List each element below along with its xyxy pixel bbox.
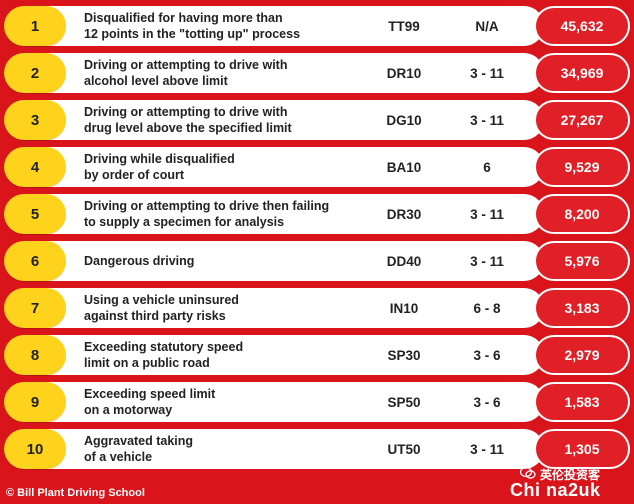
offence-description: Driving while disqualified by order of c…	[84, 152, 235, 182]
rank-badge: 1	[4, 6, 66, 46]
watermark: 英伦投资客 Chi na2uk	[500, 466, 632, 502]
row-bar	[34, 147, 544, 187]
table-row: 9 Exceeding speed limit on a motorway SP50…	[4, 382, 630, 422]
row-bar	[34, 429, 544, 469]
offence-code: DD40	[386, 253, 422, 269]
wechat-icon	[520, 466, 536, 479]
source-credit: © Bill Plant Driving School	[6, 487, 145, 499]
table-row: 1 Disqualified for having more than 12 po…	[4, 6, 630, 46]
offence-count: 9,529	[534, 147, 630, 187]
watermark-top-text: 英伦投资客	[540, 468, 601, 482]
table-row: 3 Driving or attempting to drive with dru…	[4, 100, 630, 140]
offence-code: DG10	[386, 112, 422, 128]
offence-count: 2,979	[534, 335, 630, 375]
table-row: 6 Dangerous driving DD40 3 - 11 5,976	[4, 241, 630, 281]
penalty-points: 3 - 11	[470, 253, 504, 269]
penalty-points: 3 - 11	[470, 441, 504, 457]
offence-description: Dangerous driving	[84, 254, 195, 268]
table-row: 2 Driving or attempting to drive with alc…	[4, 53, 630, 93]
offence-code: UT50	[387, 441, 421, 457]
offence-description: Exceeding speed limit on a motorway	[84, 387, 216, 417]
offence-description: Disqualified for having more than 12 poi…	[84, 11, 301, 41]
rank-badge: 5	[4, 194, 66, 234]
offence-code: DR30	[386, 206, 422, 222]
penalty-points: 3 - 6	[473, 394, 501, 410]
rank-badge: 2	[4, 53, 66, 93]
penalty-points: 3 - 6	[473, 347, 501, 363]
penalty-points: 3 - 11	[470, 112, 504, 128]
row-bar	[34, 100, 544, 140]
offence-description: Driving or attempting to drive then fail…	[84, 199, 330, 229]
row-bar	[34, 288, 544, 328]
offence-code: SP50	[387, 394, 421, 410]
rank-badge: 7	[4, 288, 66, 328]
offence-count: 34,969	[534, 53, 630, 93]
offence-description: Driving or attempting to drive with alco…	[84, 58, 288, 88]
penalty-points: 3 - 11	[470, 65, 504, 81]
row-bar	[34, 241, 544, 281]
row-bar	[34, 6, 544, 46]
penalty-points: 3 - 11	[470, 206, 504, 222]
offence-code: DR10	[386, 65, 422, 81]
table-row: 7 Using a vehicle uninsured against third…	[4, 288, 630, 328]
offence-count: 1,305	[534, 429, 630, 469]
table-row: 5 Driving or attempting to drive then fai…	[4, 194, 630, 234]
offence-code: BA10	[386, 159, 422, 175]
row-bar	[34, 53, 544, 93]
offence-description: Exceeding statutory speed limit on a pub…	[84, 340, 244, 370]
rank-badge: 8	[4, 335, 66, 375]
offence-count: 1,583	[534, 382, 630, 422]
offence-description: Aggravated taking of a vehicle	[84, 434, 194, 464]
rank-badge: 9	[4, 382, 66, 422]
offence-count: 45,632	[534, 6, 630, 46]
row-bar	[34, 335, 544, 375]
penalty-points: 6	[483, 159, 491, 175]
rank-badge: 3	[4, 100, 66, 140]
offence-count: 27,267	[534, 100, 630, 140]
penalty-points: N/A	[475, 18, 499, 34]
offence-code: SP30	[387, 347, 421, 363]
table-row: 8 Exceeding statutory speed limit on a pu…	[4, 335, 630, 375]
penalty-points: 6 - 8	[473, 300, 501, 316]
offence-description: Driving or attempting to drive with drug…	[84, 105, 292, 135]
row-bar	[34, 382, 544, 422]
table-row: 10 Aggravated taking of a vehicle UT50 3 - …	[4, 429, 630, 469]
offence-count: 8,200	[534, 194, 630, 234]
rank-badge: 10	[4, 429, 66, 469]
offence-count: 5,976	[534, 241, 630, 281]
offence-code: IN10	[389, 300, 419, 316]
offence-code: TT99	[388, 18, 420, 34]
rank-badge: 4	[4, 147, 66, 187]
offence-count: 3,183	[534, 288, 630, 328]
offence-description: Using a vehicle uninsured against third …	[84, 293, 239, 323]
rank-badge: 6	[4, 241, 66, 281]
watermark-main-text: Chi na2uk	[510, 480, 601, 500]
row-bar	[34, 194, 544, 234]
table-row: 4 Driving while disqualified by order of …	[4, 147, 630, 187]
